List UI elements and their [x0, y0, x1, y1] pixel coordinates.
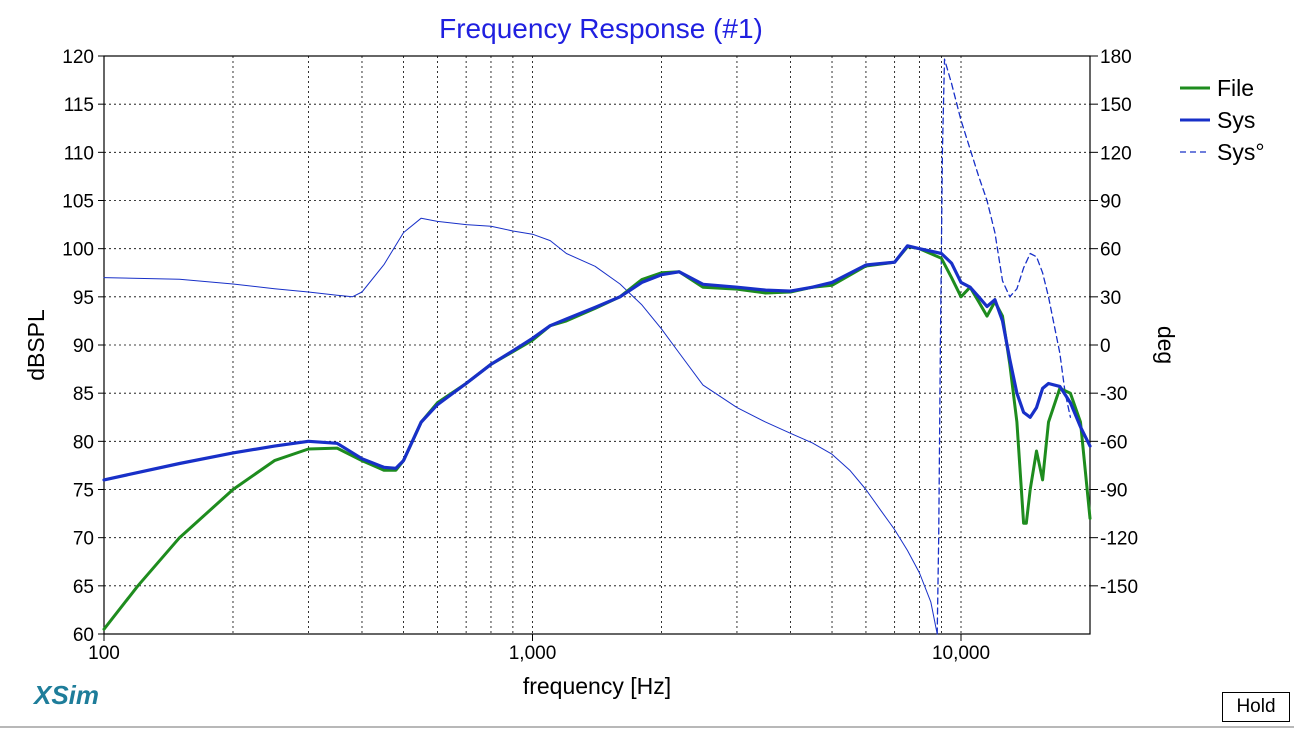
y-tick-label: 120	[62, 47, 94, 68]
y2-tick-label: -150	[1100, 577, 1138, 598]
y-tick-label: 75	[73, 481, 94, 502]
y-tick-label: 105	[62, 192, 94, 213]
y2-tick-label: 60	[1100, 240, 1121, 261]
series-line-sys	[936, 58, 1072, 635]
y2-axis-label: deg	[1153, 326, 1179, 364]
y2-tick-label: -30	[1100, 384, 1127, 405]
hold-button[interactable]: Hold	[1222, 692, 1290, 722]
y2-tick-label: 90	[1100, 192, 1121, 213]
y-tick-label: 115	[64, 95, 94, 116]
series-lines	[102, 58, 1092, 635]
legend-label: Sys°	[1217, 139, 1265, 165]
legend: File Sys Sys°	[1180, 75, 1265, 165]
y2-tick-label: -90	[1100, 481, 1127, 502]
y-axis-label: dBSPL	[23, 309, 49, 381]
bottom-divider	[0, 726, 1294, 728]
grid-lines	[104, 56, 1090, 634]
y2-tick-label: -120	[1100, 529, 1138, 550]
legend-label: Sys	[1217, 107, 1255, 133]
y-axis-ticks: 60 65 70 75 80 85 90 95 100 105 110 115 120	[62, 47, 104, 646]
y2-tick-label: -60	[1100, 432, 1127, 453]
series-line-sys	[102, 244, 1092, 482]
y-tick-label: 60	[73, 625, 94, 646]
y2-tick-label: 180	[1100, 47, 1132, 68]
chart-title: Frequency Response (#1)	[439, 13, 763, 44]
series-line-sys-phase-fine	[103, 217, 938, 635]
y2-tick-label: 120	[1100, 143, 1132, 164]
y-tick-label: 85	[73, 384, 94, 405]
y2-axis-ticks: -150 -120 -90 -60 -30 0 30 60 90 120 150 180	[1090, 47, 1138, 598]
x-axis-label: frequency [Hz]	[523, 673, 671, 699]
y2-tick-label: 0	[1100, 336, 1111, 357]
y2-tick-label: 150	[1100, 95, 1132, 116]
y-tick-label: 100	[62, 240, 94, 261]
x-tick-label: 10,000	[932, 643, 990, 664]
y-tick-label: 65	[73, 577, 94, 598]
y2-tick-label: 30	[1100, 288, 1121, 309]
y-tick-label: 95	[73, 288, 94, 309]
legend-label: File	[1217, 75, 1254, 101]
plot-frame	[103, 55, 1091, 635]
y-tick-label: 70	[73, 529, 94, 550]
x-tick-label: 100	[88, 643, 120, 664]
y-tick-label: 110	[64, 143, 94, 164]
x-axis-ticks: 100 1,000 10,000	[88, 634, 990, 664]
series-line-file	[102, 245, 1092, 631]
x-tick-label: 1,000	[509, 643, 557, 664]
y-tick-label: 80	[73, 432, 94, 453]
y-tick-label: 90	[73, 336, 94, 357]
xsim-logo: XSim	[34, 680, 100, 710]
